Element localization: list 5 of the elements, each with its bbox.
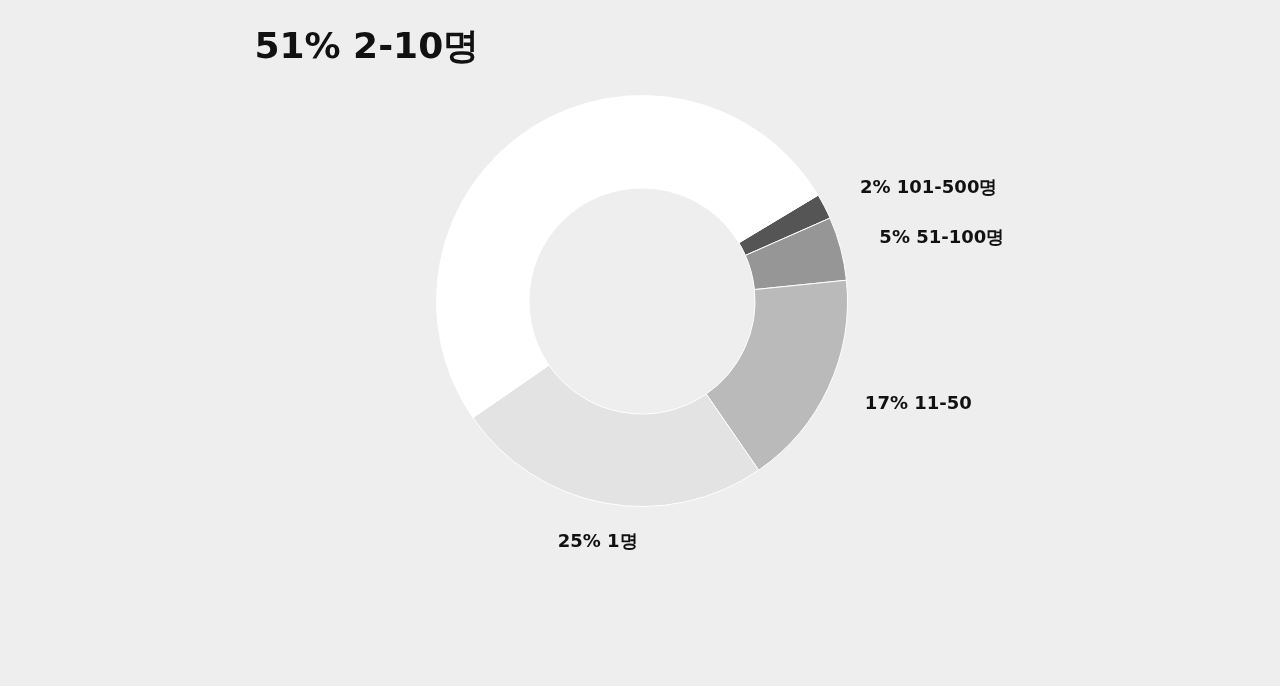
slice-label: 51% 2-10명: [254, 24, 480, 66]
slice-label: 5% 51-100명: [879, 225, 1005, 247]
slice-label: 17% 11-50: [864, 391, 972, 413]
slice-label: 2% 101-500명: [859, 175, 998, 197]
slice-label: 25% 1명: [557, 530, 638, 552]
